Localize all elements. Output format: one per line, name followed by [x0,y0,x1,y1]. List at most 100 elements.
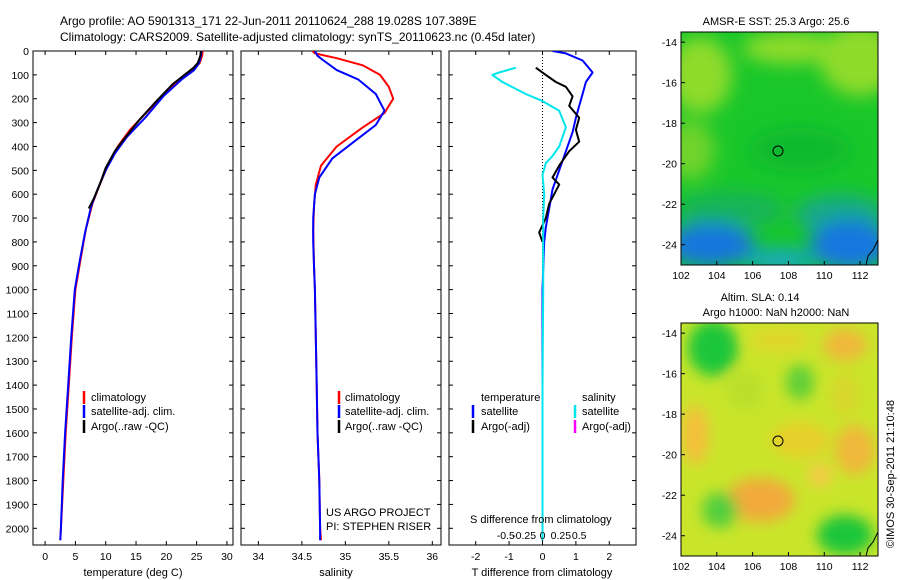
top-tick-label: -0.5 [497,530,515,542]
sst-map-frame [680,31,879,266]
series-line-temperature-argo-adj- [535,66,581,243]
series-line-salinity-satellite [491,66,567,541]
x-tick-label: -2 [471,551,480,563]
x-tick-label: 15 [130,551,142,563]
project-annotation: US ARGO PROJECT [326,507,431,519]
salinity-legend: climatology satellite-adj. clim. Argo(..… [337,391,429,433]
map-y-tick-label: -22 [662,490,677,502]
x-tick-label: 35 [340,551,352,563]
map-x-tick-label: 110 [816,270,833,282]
map-x-tick-label: 104 [708,561,726,573]
legend-salinity-title: salinity [582,392,616,404]
x-tick-label: 2 [606,551,612,563]
salinity-depth-ticks [241,50,441,529]
legend-s-satellite-label: satellite [582,406,619,418]
sst-map-ticks: 102 104 106 108 110 112 -14 -16 -18 -20 -22 -24 [662,37,869,282]
argo-position-marker [772,145,784,157]
map-y-tick-label: -20 [662,159,677,171]
sst-heatmap [681,32,878,265]
sla-map-ticks: 102 104 106 108 110 112 -14 -16 -18 -20 -22 -24 [662,328,869,573]
depth-tick-label: 100 [11,70,29,82]
depth-tick-label: 1700 [6,452,30,464]
coastline [865,239,878,265]
difference-depth-ticks [449,50,636,529]
depth-tick-label: 1100 [6,309,29,321]
x-tick-label: 0 [42,551,48,563]
map-y-tick-label: -14 [662,37,677,49]
sst-map-title: AMSR-E SST: 25.3 Argo: 25.6 [703,16,850,28]
legend-climatology-label: climatology [345,392,401,404]
depth-tick-label: 1500 [6,404,30,416]
x-tick-label: 5 [73,551,79,563]
x-tick-label: 25 [191,551,203,563]
depth-tick-label: 1300 [6,356,30,368]
depth-tick-label: 200 [11,94,29,106]
salinity-panel: 34 34.5 35 35.5 36 salinity climatology sate… [240,50,442,579]
depth-tick-label: 0 [23,46,29,58]
credit-text: ©IMOS 30-Sep-2011 21:10:48 [885,400,897,548]
coastline [865,531,878,556]
top-tick-label: 0.25 [551,530,572,542]
sla-map-panel: Altim. SLA: 0.14 Argo h1000: NaN h2000: … [662,292,879,573]
depth-tick-label: 800 [11,237,29,249]
x-tick-label: 36 [426,551,438,563]
legend-argo-label: Argo(..raw -QC) [91,421,169,433]
depth-tick-label: 2000 [6,523,30,535]
x-tick-label: 34.5 [292,551,313,563]
map-x-tick-label: 108 [780,270,798,282]
depth-tick-label: 1900 [6,499,30,511]
legend-satellite-label: satellite-adj. clim. [345,406,429,418]
legend-t-argo-label: Argo(-adj) [481,421,530,433]
map-x-tick-label: 102 [672,561,690,573]
temperature-xlabel: temperature (deg C) [83,567,182,579]
depth-tick-label: 1200 [6,332,30,344]
legend-t-satellite-label: satellite [481,406,518,418]
sla-map-subtitle: Argo h1000: NaN h2000: NaN [703,307,850,319]
legend-s-argo-label: Argo(-adj) [582,421,631,433]
salinity-difference-ticks: -0.5-0.25 0 0.25 0.5 [497,530,587,542]
map-x-tick-label: 106 [744,561,762,573]
difference-legend: temperature satellite Argo(-adj) salinit… [471,392,631,433]
map-y-tick-label: -14 [662,328,677,340]
map-x-tick-label: 106 [744,270,762,282]
map-x-tick-label: 108 [780,561,798,573]
sla-heatmap [681,323,878,556]
depth-tick-label: 900 [11,261,29,273]
depth-tick-label: 1400 [6,380,30,392]
depth-tick-label: 1000 [6,285,30,297]
map-x-tick-label: 112 [852,561,869,573]
header-line1: Argo profile: AO 5901313_171 22-Jun-2011… [60,14,477,28]
depth-tick-label: 500 [11,165,29,177]
map-y-tick-label: -24 [662,240,677,252]
difference-series [491,51,594,541]
argo-position-marker [772,435,784,447]
sla-map-title: Altim. SLA: 0.14 [721,292,800,304]
x-tick-label: -1 [504,551,513,563]
x-tick-label: 35.5 [379,551,400,563]
temperature-axes-frame [32,50,234,546]
difference-xlabel-top: S difference from climatology [470,514,612,526]
depth-tick-label: 400 [11,141,29,153]
map-y-tick-label: -18 [662,409,677,421]
depth-tick-label: 1800 [6,476,30,488]
x-tick-label: 1 [573,551,579,563]
header-line2: Climatology: CARS2009. Satellite-adjuste… [60,30,535,44]
map-y-tick-label: -24 [662,531,677,543]
x-tick-label: 30 [221,551,233,563]
salinity-x-ticks: 34 34.5 35 35.5 36 [253,51,438,563]
temperature-legend: climatology satellite-adj. clim. Argo(..… [82,391,175,433]
salinity-xlabel: salinity [319,567,353,579]
depth-tick-label: 1600 [6,428,30,440]
x-tick-label: 20 [160,551,172,563]
salinity-series [311,51,395,541]
legend-climatology-label: climatology [91,392,147,404]
top-tick-label: 0.5 [572,530,587,542]
top-tick-label: 0 [540,530,546,542]
x-tick-label: 0 [540,551,546,563]
difference-panel: -2 -1 0 1 2 temperature satellite Argo(-adj)… [448,50,637,579]
temperature-series [59,51,204,541]
x-tick-label: 10 [100,551,112,563]
series-line-argo-raw-qc- [87,51,202,209]
map-y-tick-label: -16 [662,78,677,90]
